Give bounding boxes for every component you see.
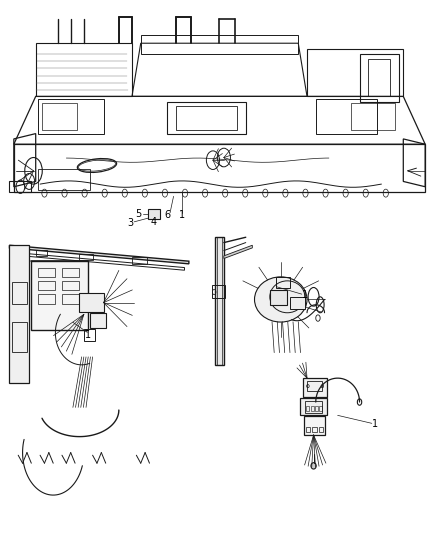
Bar: [62, 294, 79, 304]
Bar: [79, 254, 92, 260]
Polygon shape: [215, 237, 223, 365]
Text: 5: 5: [135, 209, 141, 219]
Bar: [314, 406, 317, 411]
Bar: [38, 281, 55, 290]
Bar: [318, 426, 322, 432]
Bar: [148, 209, 160, 219]
Bar: [35, 250, 46, 256]
Bar: [175, 107, 237, 130]
Text: 1: 1: [371, 419, 377, 430]
Bar: [305, 406, 308, 411]
Bar: [12, 282, 27, 304]
Bar: [305, 426, 309, 432]
Bar: [38, 169, 90, 190]
Bar: [62, 281, 79, 290]
Bar: [350, 103, 394, 130]
Ellipse shape: [254, 277, 306, 322]
Bar: [310, 406, 313, 411]
Bar: [42, 103, 77, 130]
Polygon shape: [31, 261, 88, 330]
Bar: [132, 257, 147, 264]
Bar: [304, 401, 321, 413]
Text: 6: 6: [163, 210, 170, 220]
Polygon shape: [10, 245, 29, 383]
Bar: [318, 406, 321, 411]
Bar: [276, 277, 289, 288]
Bar: [315, 99, 376, 134]
Bar: [269, 290, 287, 305]
Bar: [212, 285, 225, 298]
Text: 3: 3: [127, 219, 133, 229]
Bar: [367, 59, 389, 96]
Bar: [12, 322, 27, 352]
Bar: [303, 416, 325, 435]
Text: 1: 1: [301, 290, 307, 300]
Ellipse shape: [310, 463, 315, 469]
Polygon shape: [223, 245, 252, 259]
Text: 4: 4: [150, 217, 156, 227]
Bar: [302, 378, 326, 397]
Text: 1: 1: [85, 329, 91, 340]
Bar: [79, 293, 103, 312]
Bar: [62, 268, 79, 277]
Bar: [38, 294, 55, 304]
Bar: [300, 398, 326, 415]
Bar: [306, 381, 321, 391]
Polygon shape: [10, 245, 188, 264]
Text: 1: 1: [179, 210, 185, 220]
Bar: [84, 329, 95, 341]
Bar: [90, 313, 106, 328]
Bar: [141, 35, 297, 54]
Bar: [38, 99, 103, 134]
Bar: [38, 268, 55, 277]
Bar: [166, 102, 245, 134]
Bar: [311, 426, 316, 432]
Bar: [289, 297, 304, 309]
Bar: [359, 54, 398, 102]
